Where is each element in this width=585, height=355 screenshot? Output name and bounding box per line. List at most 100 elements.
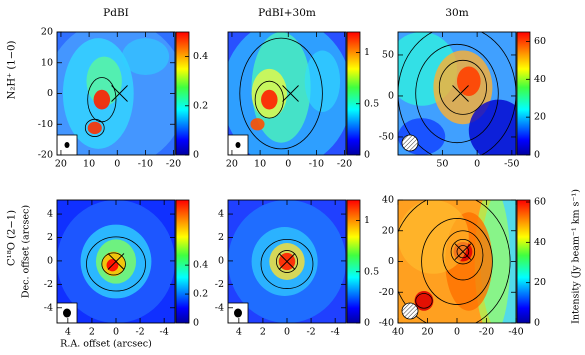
x-tick-label: 10 — [254, 159, 266, 170]
x-tick-label: 2 — [260, 327, 266, 338]
panel-title: PdBI — [103, 7, 129, 19]
cross-marker — [452, 85, 469, 102]
x-tick-label: -2 — [306, 327, 315, 338]
y-axis-label: Dec. offset (arcsec) — [21, 205, 32, 298]
contour — [239, 37, 323, 150]
y-tick-label: -4 — [44, 302, 53, 313]
emission — [457, 66, 481, 96]
x-tick-label: 4 — [236, 327, 242, 338]
x-tick-label: -50 — [504, 159, 519, 170]
contour — [415, 43, 499, 144]
colorbar-tick-label: 0 — [364, 318, 370, 329]
row-label: C¹⁸O (2−1) — [7, 210, 18, 266]
colorbar-tick-label: 60 — [534, 36, 546, 47]
emission — [304, 50, 341, 112]
panel: 50 0 -50 50 0 -50 0 20 40 60 30m — [379, 7, 546, 170]
emission — [86, 56, 122, 106]
x-tick-label: -10 — [309, 159, 324, 170]
y-tick-label: 10 — [41, 57, 53, 68]
contour — [456, 245, 470, 259]
panel-title: PdBI+30m — [258, 7, 316, 19]
emission — [398, 200, 469, 274]
x-tick-label: 0 — [474, 159, 480, 170]
contour — [101, 252, 126, 276]
contour — [275, 250, 299, 273]
y-tick-label: -2 — [44, 279, 53, 290]
x-tick-label: -20 — [337, 159, 352, 170]
emission — [468, 99, 516, 155]
map-image — [398, 32, 516, 155]
colorbar — [516, 31, 531, 156]
colorbar-tick-label: 0.5 — [364, 98, 379, 109]
x-tick-label: 2 — [89, 327, 95, 338]
y-tick-label: -10 — [38, 119, 53, 130]
contour — [84, 118, 105, 137]
colorbar-tick-label: 20 — [534, 112, 546, 123]
beam — [235, 142, 241, 148]
x-tick-label: 0 — [113, 327, 119, 338]
x-tick-label: -4 — [331, 327, 340, 338]
emission — [414, 291, 434, 311]
y-tick-label: -40 — [379, 318, 394, 329]
colorbar-tick-label: 40 — [534, 74, 546, 85]
colorbar — [175, 31, 190, 156]
map-image — [57, 200, 175, 323]
cross-marker — [454, 243, 472, 260]
map-image — [57, 32, 175, 155]
x-tick-label: -40 — [508, 327, 523, 338]
y-tick-label: -20 — [379, 287, 394, 298]
cross-marker — [278, 253, 296, 270]
x-tick-label: 50 — [436, 159, 448, 170]
x-tick-label: 10 — [83, 159, 95, 170]
contour — [421, 218, 493, 305]
colorbar-tick-label: 0.5 — [364, 266, 379, 277]
emission — [93, 89, 111, 110]
x-tick-label: -4 — [160, 327, 169, 338]
row-label: N₂H⁺ (1−0) — [7, 40, 18, 99]
cross-marker — [111, 85, 128, 102]
x-tick-label: 20 — [55, 159, 67, 170]
x-tick-label: 0 — [284, 327, 290, 338]
emission — [250, 118, 265, 131]
colorbar-label: Intensity (Jy beam⁻¹ km s⁻¹) — [571, 189, 582, 324]
x-tick-label: -20 — [166, 159, 181, 170]
colorbar-tick-label: 0.2 — [193, 100, 208, 111]
x-tick-label: 20 — [226, 159, 238, 170]
x-tick-label: 0 — [454, 327, 460, 338]
contour — [442, 230, 484, 281]
y-tick-label: 20 — [41, 27, 53, 38]
panel: 4 2 0 -2 -4 4 2 0 -2 -4 0 0.2 0.4 C¹⁸O (2−1) Dec. offs… — [7, 199, 208, 350]
x-tick-label: -10 — [138, 159, 153, 170]
y-tick-label: 0 — [47, 88, 53, 99]
x-tick-label: 0 — [285, 159, 291, 170]
x-tick-label: 4 — [65, 327, 71, 338]
colorbar-tick-label: 0 — [534, 318, 540, 329]
frame — [397, 31, 517, 156]
panel-title: 30m — [445, 7, 468, 19]
y-tick-label: -20 — [38, 150, 53, 161]
beam — [401, 302, 419, 320]
contour — [260, 238, 314, 289]
beam — [63, 308, 71, 318]
colorbar-tick-label: 40 — [534, 237, 546, 248]
map-image — [228, 32, 346, 155]
y-tick-label: 0 — [388, 256, 394, 267]
y-tick-label: 4 — [218, 209, 224, 220]
colorbar — [346, 199, 361, 324]
colorbar-tick-label: 0.4 — [193, 260, 208, 271]
y-tick-label: 0 — [388, 90, 394, 101]
y-tick-label: -4 — [215, 302, 224, 313]
contour — [398, 200, 511, 323]
x-axis-label: R.A. offset (arcsec) — [60, 339, 152, 350]
x-tick-label: -2 — [135, 327, 144, 338]
x-tick-label: 0 — [114, 159, 120, 170]
y-tick-label: 40 — [382, 195, 394, 206]
y-tick-label: -2 — [215, 279, 224, 290]
emission — [121, 38, 170, 76]
contour — [450, 238, 476, 265]
beam — [64, 142, 70, 148]
colorbar-tick-label: 0 — [193, 150, 199, 161]
